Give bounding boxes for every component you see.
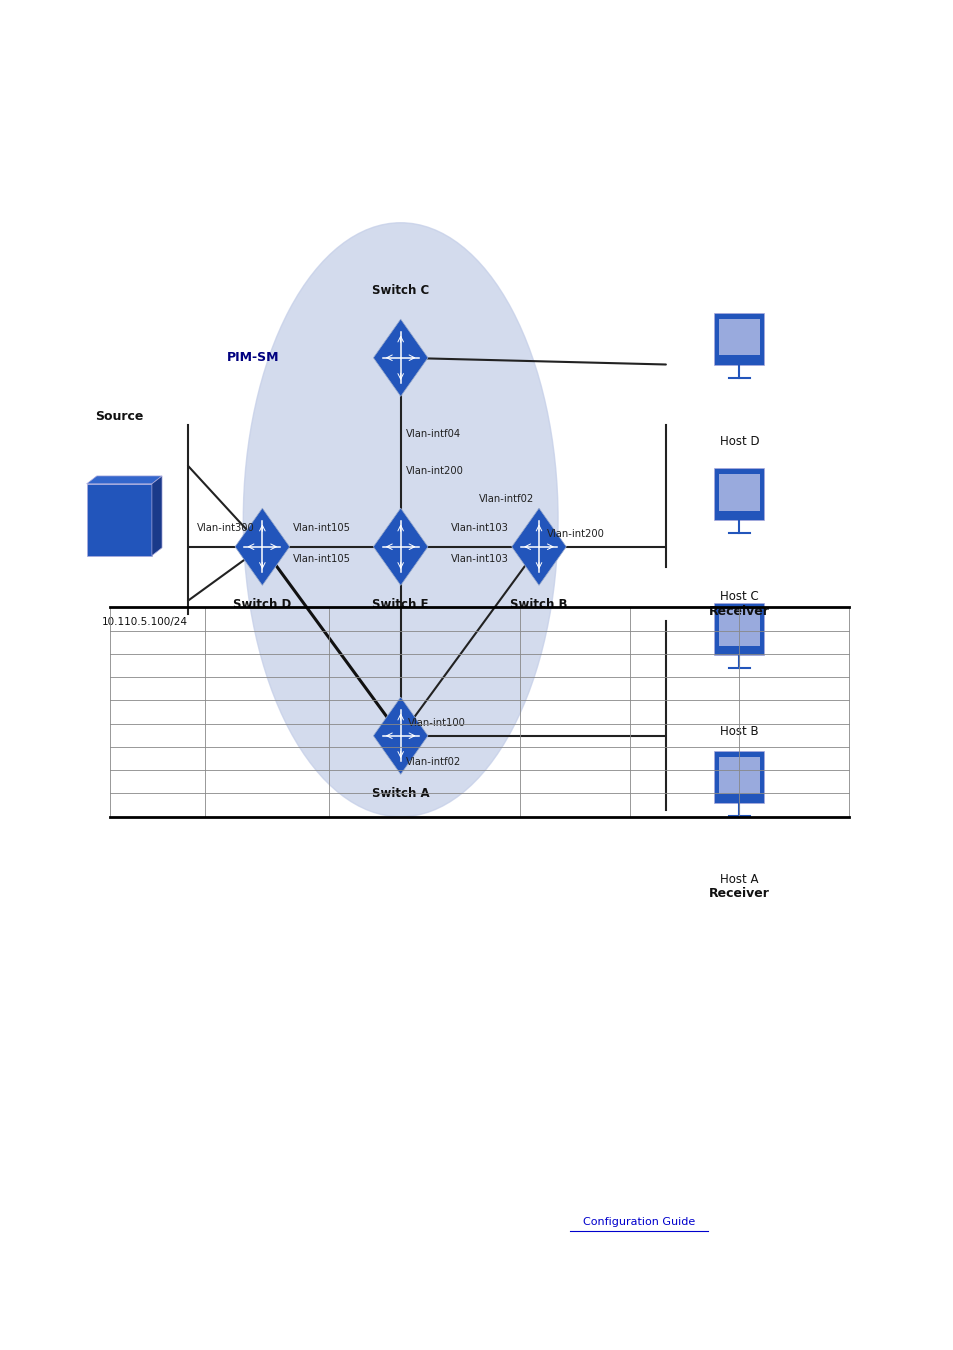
Text: Vlan-int200: Vlan-int200	[406, 466, 464, 475]
Text: Host A: Host A	[720, 873, 758, 887]
FancyBboxPatch shape	[87, 483, 152, 556]
Text: Switch D: Switch D	[233, 598, 292, 612]
Text: Vlan-int200: Vlan-int200	[546, 529, 604, 539]
Polygon shape	[373, 319, 428, 397]
Polygon shape	[373, 697, 428, 775]
Text: Vlan-intf02: Vlan-intf02	[406, 757, 461, 767]
Text: Switch C: Switch C	[372, 284, 429, 297]
Polygon shape	[373, 508, 428, 586]
Text: Switch E: Switch E	[372, 598, 429, 612]
Text: Host C: Host C	[720, 590, 758, 603]
FancyBboxPatch shape	[714, 468, 763, 520]
Text: 10.110.5.100/24: 10.110.5.100/24	[102, 617, 188, 626]
Polygon shape	[87, 477, 162, 483]
Polygon shape	[234, 508, 290, 586]
Text: Switch B: Switch B	[510, 598, 567, 612]
FancyBboxPatch shape	[718, 757, 760, 794]
Text: Configuration Guide: Configuration Guide	[582, 1216, 695, 1227]
Text: Vlan-int103: Vlan-int103	[450, 524, 508, 533]
Text: Source: Source	[95, 409, 143, 423]
Polygon shape	[511, 508, 566, 586]
FancyBboxPatch shape	[718, 474, 760, 510]
Text: Host B: Host B	[720, 725, 758, 738]
FancyBboxPatch shape	[714, 602, 763, 655]
Ellipse shape	[243, 223, 558, 817]
Text: Receiver: Receiver	[708, 605, 769, 618]
Text: Vlan-int105: Vlan-int105	[293, 554, 351, 563]
Text: Host D: Host D	[719, 435, 759, 448]
FancyBboxPatch shape	[718, 609, 760, 645]
Text: Vlan-int100: Vlan-int100	[408, 718, 466, 728]
Text: Vlan-intf04: Vlan-intf04	[406, 429, 461, 439]
Text: Vlan-int300: Vlan-int300	[196, 524, 254, 533]
Polygon shape	[152, 477, 162, 556]
Text: Vlan-intf02: Vlan-intf02	[478, 494, 534, 504]
Text: Receiver: Receiver	[708, 887, 769, 900]
FancyBboxPatch shape	[714, 751, 763, 803]
Text: PIM-SM: PIM-SM	[226, 351, 279, 364]
Text: Vlan-int105: Vlan-int105	[293, 524, 351, 533]
Text: Vlan-int103: Vlan-int103	[450, 554, 508, 563]
Text: Switch A: Switch A	[372, 787, 429, 801]
FancyBboxPatch shape	[718, 319, 760, 355]
FancyBboxPatch shape	[714, 313, 763, 364]
